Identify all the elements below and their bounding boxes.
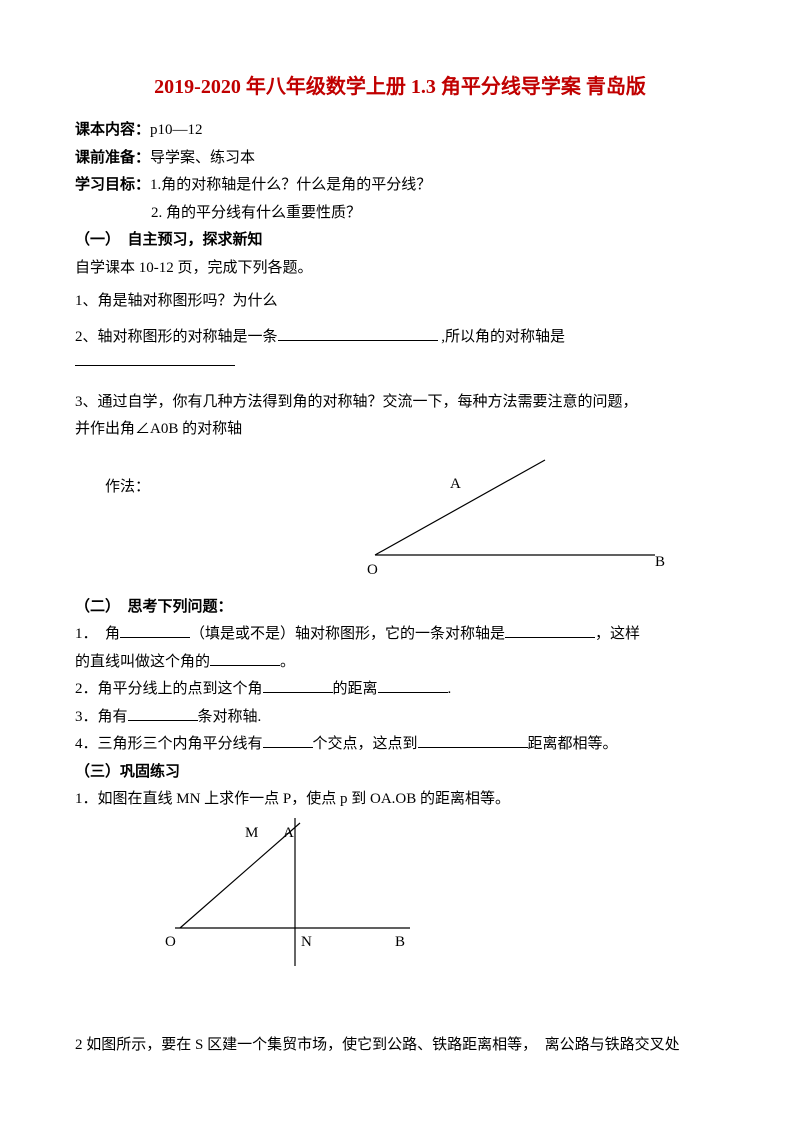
s2-q2a: 2．角平分线上的点到这个角 bbox=[75, 681, 263, 697]
s2-q1-line1: 1． 角 （填是或不是）轴对称图形，它的一条对称轴是 ，这样 bbox=[75, 622, 725, 648]
question-2a: 2、轴对称图形的对称轴是一条 bbox=[75, 329, 278, 345]
tri-label-m: M bbox=[245, 821, 258, 847]
s2-q4: 4．三角形三个内角平分线有 个交点，这点到 距离都相等。 bbox=[75, 732, 725, 758]
objective-2: 2. 角的平分线有什么重要性质？ bbox=[75, 201, 725, 227]
tri-label-o: O bbox=[165, 930, 176, 956]
preclass-prep: 课前准备：导学案、练习本 bbox=[75, 146, 725, 172]
angle-diagram: A O B bbox=[325, 450, 675, 580]
triangle-diagram: M A O N B bbox=[165, 818, 425, 968]
textbook-content: 课本内容：p10—12 bbox=[75, 118, 725, 144]
question-2b: ,所以角的对称轴是 bbox=[441, 329, 565, 345]
question-2: 2、轴对称图形的对称轴是一条 ,所以角的对称轴是 bbox=[75, 325, 725, 376]
s2-q2c: . bbox=[448, 681, 452, 697]
zuofa-label: 作法： bbox=[75, 475, 275, 501]
angle-label-o: O bbox=[367, 558, 378, 584]
s2-q4a: 4．三角形三个内角平分线有 bbox=[75, 736, 263, 752]
preclass-value: 导学案、练习本 bbox=[150, 150, 255, 166]
s2-q2b: 的距离 bbox=[333, 681, 378, 697]
blank-q2b[interactable] bbox=[75, 351, 235, 366]
objectives-line1: 学习目标：1.角的对称轴是什么？什么是角的平分线？ bbox=[75, 173, 725, 199]
s2-q1e: 。 bbox=[280, 654, 295, 670]
angle-label-a: A bbox=[450, 472, 461, 498]
s2-q3: 3．角有 条对称轴. bbox=[75, 705, 725, 731]
s2-q4c: 距离都相等。 bbox=[528, 736, 618, 752]
section-1-intro: 自学课本 10-12 页，完成下列各题。 bbox=[75, 256, 725, 282]
s3-q1: 1．如图在直线 MN 上求作一点 P，使点 p 到 OA.OB 的距离相等。 bbox=[75, 787, 725, 813]
blank-s2q2a[interactable] bbox=[263, 678, 333, 693]
s3-q2: 2 如图所示，要在 S 区建一个集贸市场，使它到公路、铁路距离相等， 离公路与铁… bbox=[75, 1033, 725, 1059]
blank-s2q4a[interactable] bbox=[263, 733, 313, 748]
section-1-heading: （一） 自主预习，探求新知 bbox=[75, 228, 725, 254]
s2-q4b: 个交点，这点到 bbox=[313, 736, 418, 752]
preclass-label: 课前准备： bbox=[75, 150, 150, 166]
blank-q2a[interactable] bbox=[278, 326, 438, 341]
section-3-heading: （三）巩固练习 bbox=[75, 760, 725, 786]
objectives-label: 学习目标： bbox=[75, 177, 150, 193]
s2-q1d: 的直线叫做这个角的 bbox=[75, 654, 210, 670]
tri-label-n: N bbox=[301, 930, 312, 956]
textbook-value: p10—12 bbox=[150, 122, 203, 138]
question-3b: 并作出角∠A0B 的对称轴 bbox=[75, 417, 725, 443]
objective-1: 1.角的对称轴是什么？什么是角的平分线？ bbox=[150, 177, 431, 193]
blank-s2q1d[interactable] bbox=[210, 651, 280, 666]
s2-q1b: （填是或不是）轴对称图形，它的一条对称轴是 bbox=[190, 626, 505, 642]
question-1: 1、角是轴对称图形吗？为什么 bbox=[75, 289, 725, 315]
question-3a: 3、通过自学，你有几种方法得到角的对称轴？交流一下，每种方法需要注意的问题， bbox=[75, 390, 725, 416]
s2-q3a: 3．角有 bbox=[75, 709, 128, 725]
s2-q1c: ，这样 bbox=[595, 626, 640, 642]
blank-s2q2b[interactable] bbox=[378, 678, 448, 693]
tri-label-b: B bbox=[395, 930, 405, 956]
section-2-heading: （二） 思考下列问题： bbox=[75, 595, 725, 621]
s2-q1a: 1． 角 bbox=[75, 626, 120, 642]
s2-q2: 2．角平分线上的点到这个角 的距离. bbox=[75, 677, 725, 703]
angle-label-b: B bbox=[655, 550, 665, 576]
page-title: 2019-2020 年八年级数学上册 1.3 角平分线导学案 青岛版 bbox=[75, 70, 725, 104]
tri-label-a: A bbox=[283, 821, 294, 847]
blank-s2q1a[interactable] bbox=[120, 623, 190, 638]
blank-s2q4b[interactable] bbox=[418, 733, 528, 748]
s2-q3b: 条对称轴. bbox=[198, 709, 262, 725]
blank-s2q1b[interactable] bbox=[505, 623, 595, 638]
blank-s2q3a[interactable] bbox=[128, 706, 198, 721]
textbook-label: 课本内容： bbox=[75, 122, 150, 138]
s2-q1-line2: 的直线叫做这个角的 。 bbox=[75, 650, 725, 676]
